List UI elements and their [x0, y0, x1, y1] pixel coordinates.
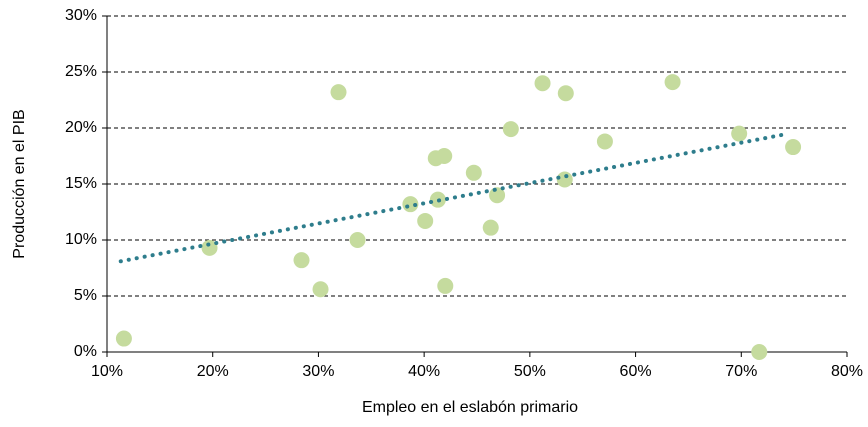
y-tick-label: 20%	[65, 119, 97, 136]
y-tick-label: 15%	[65, 175, 97, 192]
point	[489, 187, 506, 204]
point	[437, 277, 454, 294]
point	[534, 75, 551, 92]
x-tick-label: 60%	[620, 363, 652, 380]
x-axis-label: Empleo en el eslabón primario	[362, 399, 578, 416]
x-tick-label: 50%	[514, 363, 546, 380]
point	[596, 133, 613, 150]
point	[349, 232, 366, 248]
point	[556, 171, 573, 188]
x-tick-label: 40%	[408, 363, 440, 380]
point	[664, 74, 681, 91]
x-tick-label: 20%	[197, 363, 229, 380]
point	[436, 148, 453, 164]
point	[557, 85, 574, 102]
y-tick-label: 5%	[74, 287, 97, 304]
point	[293, 252, 310, 269]
point	[330, 84, 347, 101]
point	[312, 281, 329, 298]
point	[201, 239, 218, 256]
point	[417, 212, 434, 229]
y-tick-label: 0%	[74, 343, 97, 360]
trendline	[118, 131, 791, 264]
point	[115, 330, 132, 347]
point	[502, 121, 519, 138]
y-tick-label: 10%	[65, 231, 97, 248]
point	[731, 125, 748, 142]
point	[482, 219, 499, 236]
x-tick-label: 70%	[725, 363, 757, 380]
x-tick-label: 80%	[831, 363, 863, 380]
x-tick-label: 10%	[91, 363, 123, 380]
point	[465, 164, 482, 181]
y-tick-label: 25%	[65, 63, 97, 80]
x-tick-label: 30%	[302, 363, 334, 380]
point	[751, 344, 768, 360]
point	[785, 139, 802, 156]
y-tick-label: 30%	[65, 7, 97, 24]
y-axis-label: Producción en el PIB	[11, 109, 28, 258]
